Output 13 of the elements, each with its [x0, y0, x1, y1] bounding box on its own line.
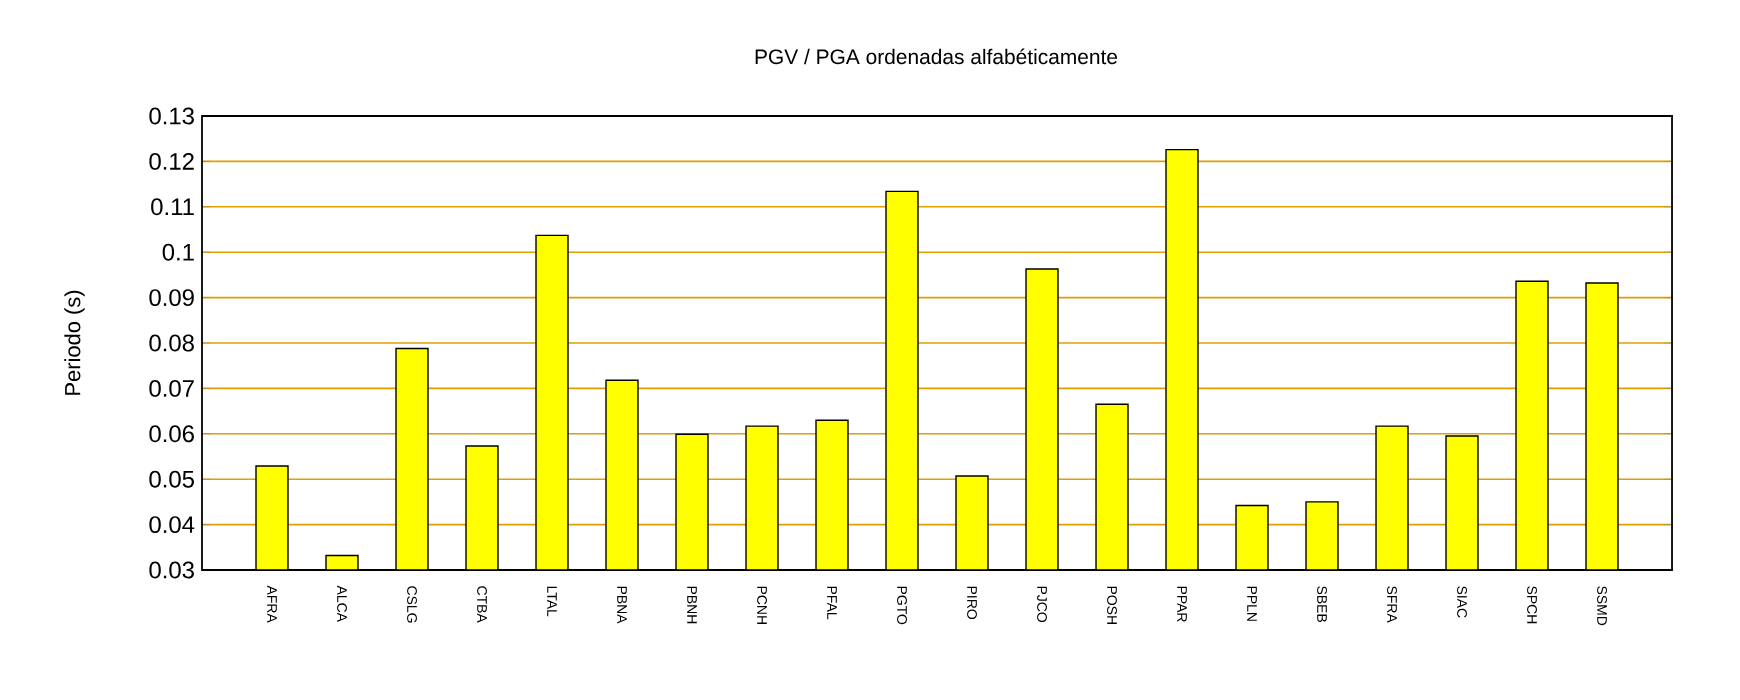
y-tick-label: 0.11 — [151, 198, 194, 216]
y-tick-label: 0.07 — [149, 379, 194, 397]
y-tick-label: 0.08 — [149, 334, 194, 352]
y-tick-label: 0.13 — [149, 107, 194, 125]
y-tick-label: 0.12 — [149, 152, 194, 170]
y-tick-label: 0.09 — [149, 289, 194, 307]
y-tick-label: 0.06 — [149, 425, 194, 443]
y-tick-label: 0.03 — [149, 561, 194, 579]
y-axis-title: Periodo (s) — [64, 290, 85, 395]
y-tick-label: 0.1 — [162, 243, 194, 261]
y-tick-label: 0.05 — [149, 470, 194, 488]
y-tick-label: 0.04 — [149, 516, 195, 534]
chart-title: PGV / PGA ordenadas alfabéticamente — [755, 48, 1118, 65]
